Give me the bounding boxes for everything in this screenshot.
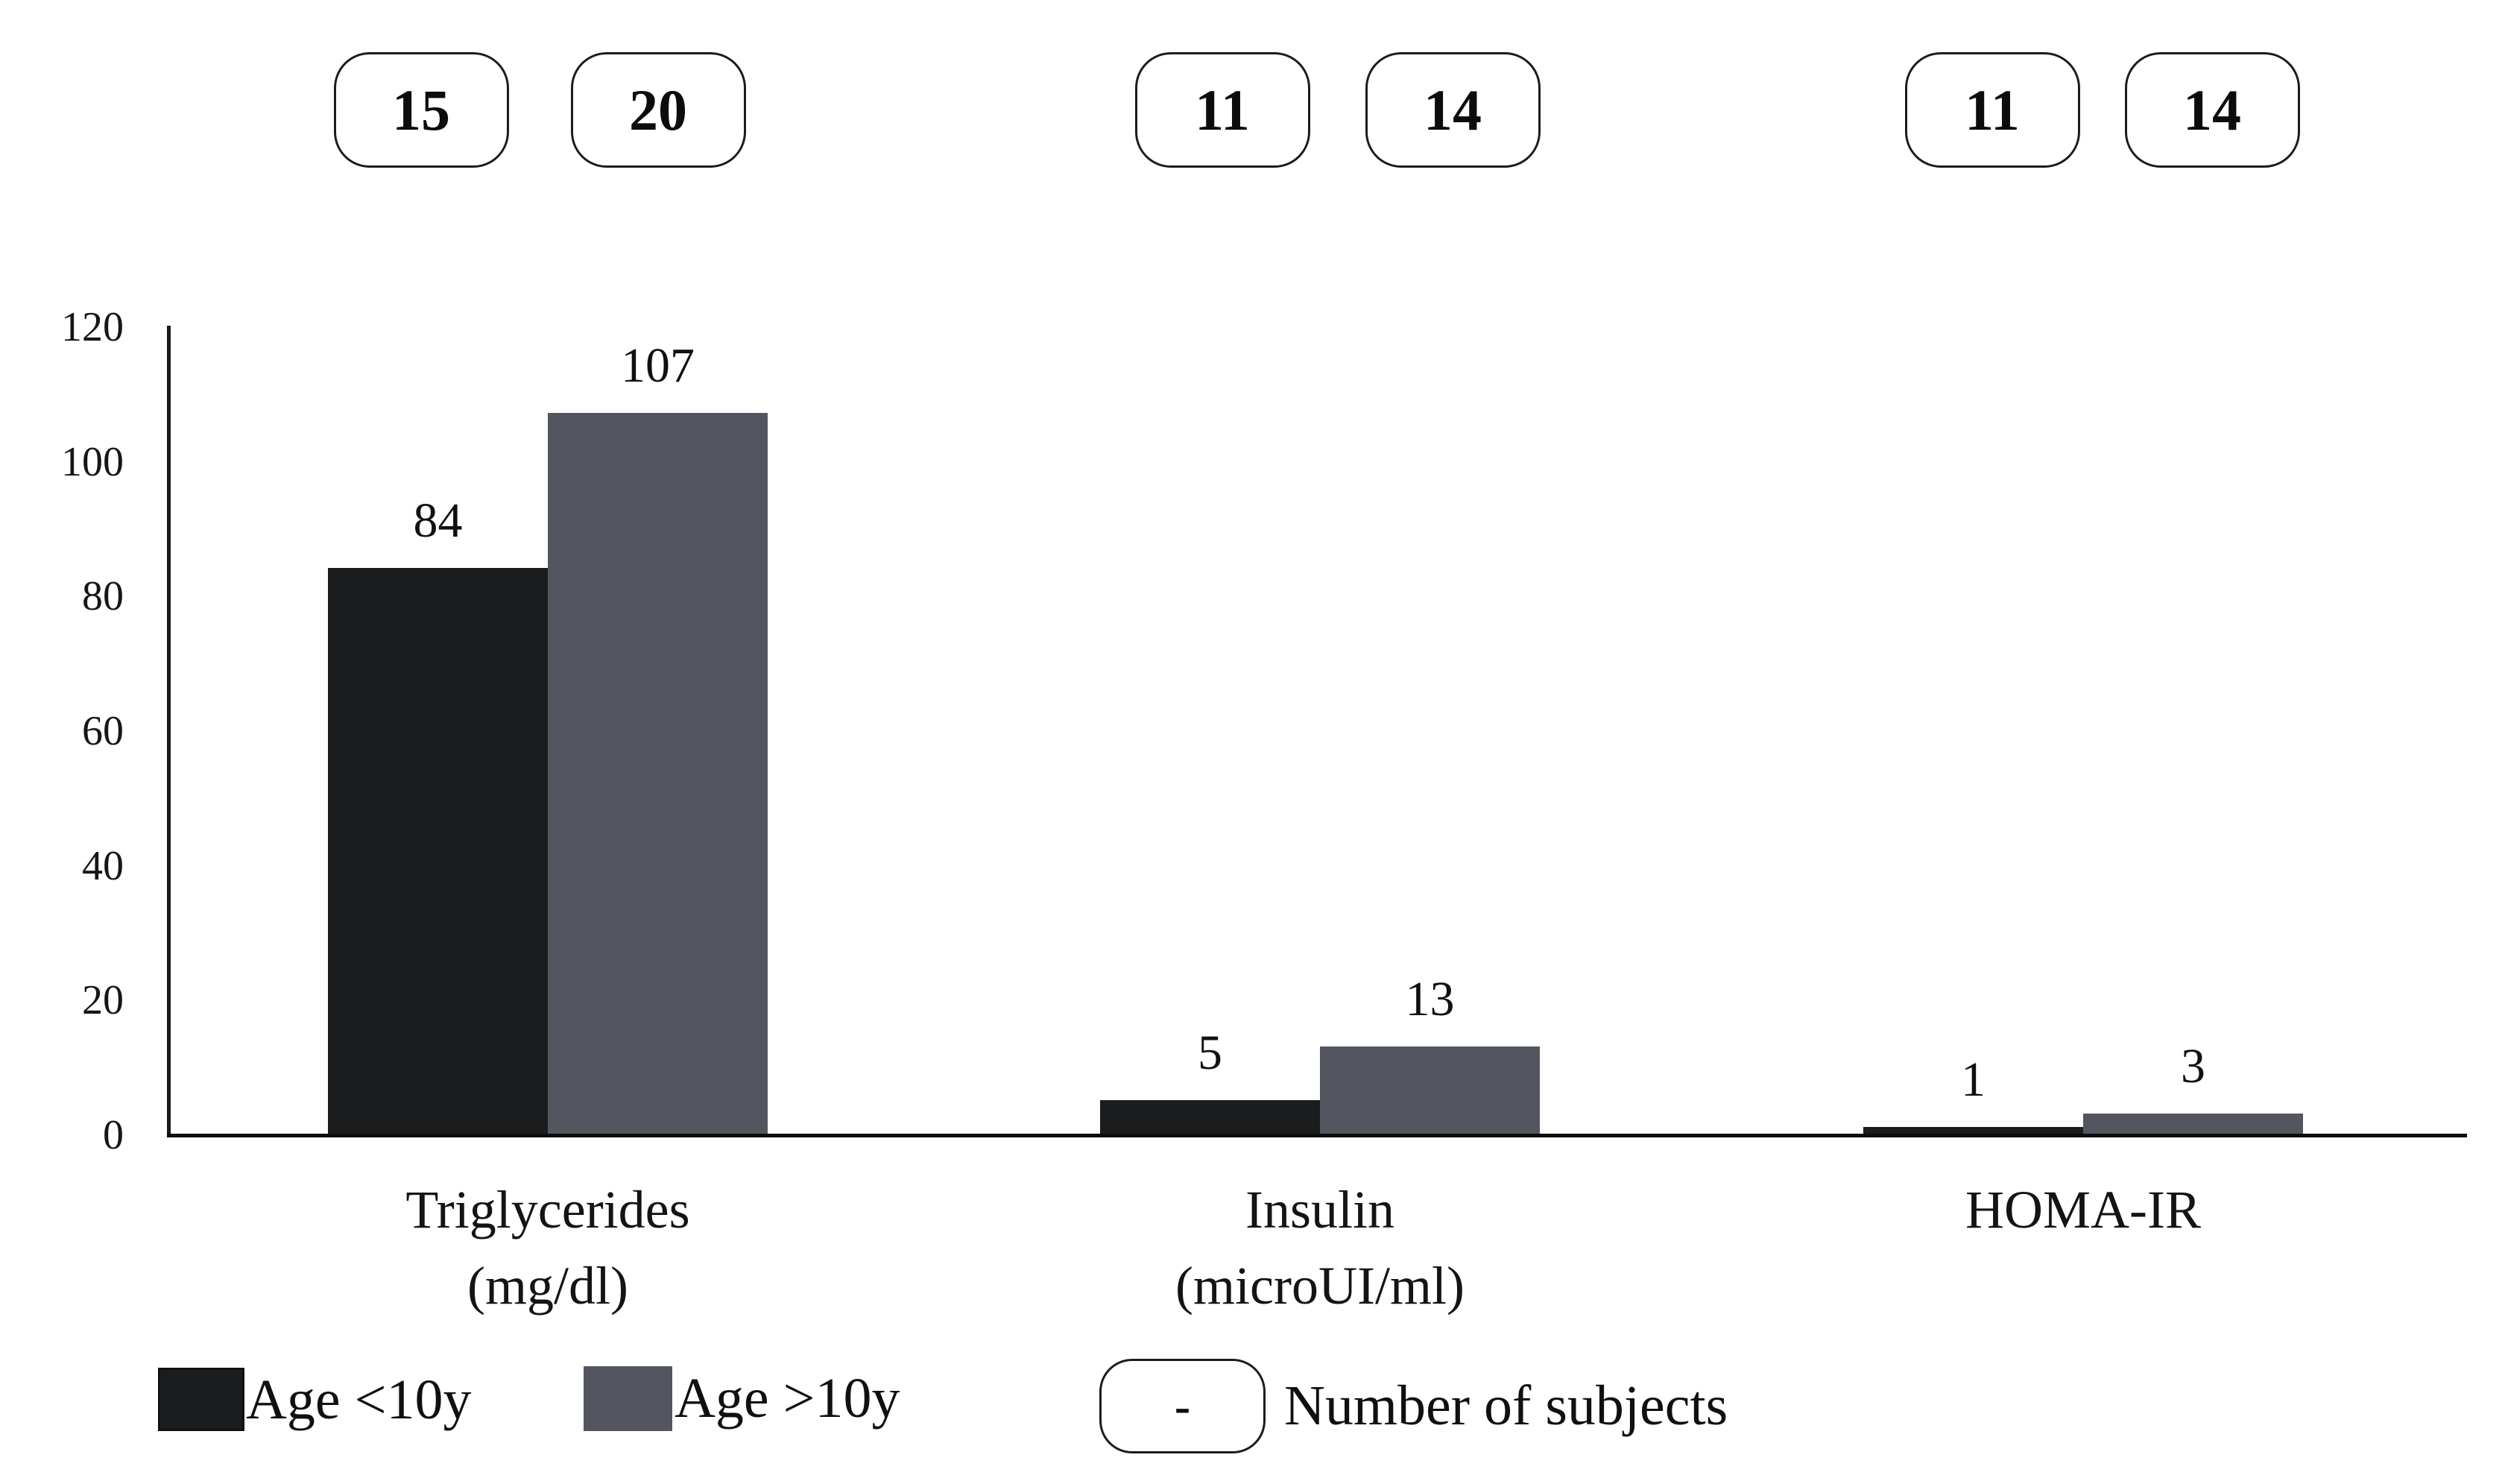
subject-count-box-age-10y-homa-ir: 14 (2124, 52, 2300, 168)
bar-age-10y-insulin-microui-ml (1100, 1100, 1320, 1134)
bar-value-label-age-10y-insulin-microui-ml: 5 (1198, 1026, 1222, 1080)
bar-value-label-age-10y-triglycerides-mg-dl: 107 (621, 338, 695, 393)
legend-note-symbol: - (1174, 1379, 1191, 1433)
category-label-insulin-microui-ml: Insulin (microUI/ml) (947, 1172, 1693, 1324)
category-label-line: Triglycerides (405, 1180, 690, 1240)
bar-age-10y-triglycerides-mg-dl (328, 568, 548, 1134)
category-label-triglycerides-mg-dl: Triglycerides (mg/dl) (175, 1172, 920, 1324)
bar-age-10y-triglycerides-mg-dl (548, 413, 768, 1134)
subject-count-value: 14 (2183, 77, 2241, 142)
y-tick-label-60: 60 (82, 708, 124, 754)
y-axis-line (167, 326, 171, 1137)
bar-value-label-age-10y-triglycerides-mg-dl: 84 (413, 493, 463, 548)
subject-count-box-age-10y-triglycerides-mg-dl: 15 (333, 52, 509, 168)
bar-value-label-age-10y-insulin-microui-ml: 13 (1405, 972, 1455, 1026)
subject-count-box-age-10y-insulin-microui-ml: 11 (1134, 52, 1310, 168)
subject-count-value: 14 (1424, 77, 1482, 142)
category-label-line: (mg/dl) (467, 1256, 628, 1316)
bar-age-10y-homa-ir (1863, 1127, 2083, 1134)
y-tick-label-0: 0 (103, 1112, 124, 1158)
bar-value-label-age-10y-homa-ir: 1 (1961, 1052, 1986, 1107)
y-tick-label-100: 100 (61, 438, 124, 485)
subject-count-box-age-10y-homa-ir: 11 (1904, 52, 2080, 168)
category-label-line: (microUI/ml) (1175, 1256, 1465, 1316)
legend-swatch-age-10y (158, 1368, 244, 1431)
bar-age-10y-homa-ir (2083, 1114, 2303, 1134)
subject-count-value: 11 (1195, 77, 1250, 142)
category-label-line: Insulin (1245, 1180, 1394, 1240)
legend-label-age-10y: Age >10y (675, 1366, 900, 1430)
bar-value-label-age-10y-homa-ir: 3 (2181, 1039, 2205, 1093)
subject-count-value: 15 (392, 77, 450, 142)
y-tick-label-40: 40 (82, 842, 124, 889)
y-tick-label-120: 120 (61, 304, 124, 350)
category-label-line: HOMA-IR (1965, 1180, 2201, 1240)
subject-count-box-age-10y-triglycerides-mg-dl: 20 (570, 52, 746, 168)
legend-label-age-10y: Age <10y (246, 1368, 472, 1431)
y-tick-label-20: 20 (82, 977, 124, 1024)
bar-age-10y-insulin-microui-ml (1320, 1046, 1540, 1134)
category-label-homa-ir: HOMA-IR (1710, 1172, 2456, 1248)
legend-note-label: Number of subjects (1284, 1374, 1728, 1437)
x-axis-line (167, 1134, 2467, 1137)
subject-count-value: 20 (629, 77, 687, 142)
y-tick-label-80: 80 (82, 573, 124, 620)
subject-count-box-age-10y-insulin-microui-ml: 14 (1365, 52, 1541, 168)
legend-swatch-age-10y (584, 1366, 672, 1431)
subject-count-value: 11 (1965, 77, 2020, 142)
legend-note-box: - (1099, 1359, 1266, 1453)
